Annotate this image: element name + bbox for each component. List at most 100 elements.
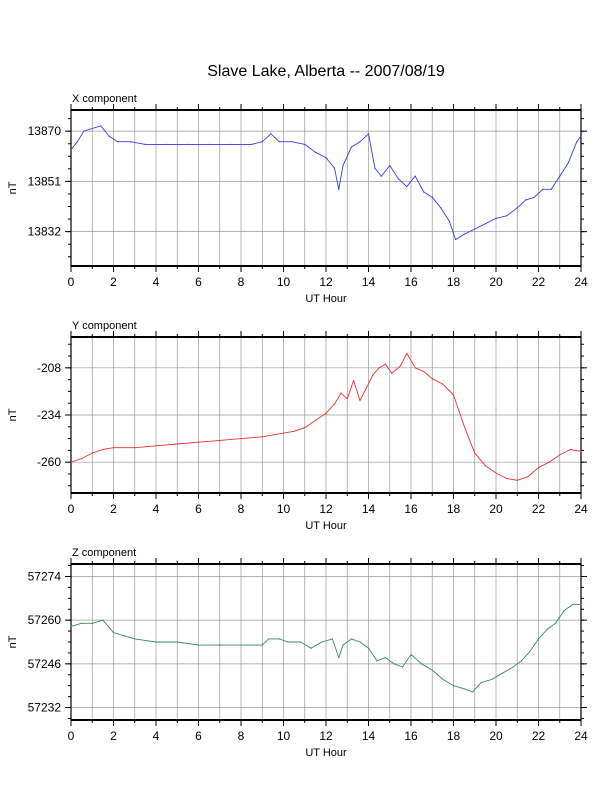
data-point [533, 196, 535, 198]
data-point [278, 141, 280, 143]
data-point [353, 379, 355, 382]
y-tick-label: 13832 [28, 225, 62, 239]
data-point [391, 372, 393, 374]
data-point [359, 399, 361, 402]
x-tick-label: 20 [489, 729, 503, 743]
data-point [506, 215, 508, 217]
data-point [310, 647, 312, 649]
data-point [108, 135, 110, 138]
data-point [123, 635, 125, 637]
data-point [76, 141, 78, 143]
x-tick-label: 4 [153, 729, 160, 743]
y-tick-label: -260 [37, 455, 61, 469]
data-point [452, 394, 455, 396]
data-point [155, 641, 157, 643]
data-point [440, 207, 442, 209]
x-tick-label: 16 [404, 502, 418, 516]
data-point [410, 653, 412, 656]
data-point [431, 196, 433, 198]
x-tick-label: 0 [68, 729, 75, 743]
data-point [525, 199, 527, 201]
data-point [516, 207, 518, 209]
data-point [580, 603, 582, 606]
data-point [70, 625, 72, 628]
x-tick-label: 8 [238, 729, 245, 743]
data-point [187, 143, 189, 145]
data-point [474, 452, 476, 454]
data-point [484, 465, 486, 467]
data-point [550, 188, 552, 190]
x-tick-label: 12 [319, 502, 333, 516]
x-tick-label: 14 [362, 275, 376, 289]
data-point [70, 149, 72, 151]
data-point [331, 638, 333, 640]
data-point [474, 228, 476, 230]
y-tick-label: 57260 [28, 613, 62, 627]
x-tick-label: 14 [362, 502, 376, 516]
data-point [421, 663, 423, 665]
data-point [333, 403, 336, 405]
data-point [516, 479, 518, 481]
z-component-panel: 0 2 4 6 8 10 12 14 16 18 20 22 245727457260572465723… [7, 547, 588, 759]
data-point [463, 425, 465, 427]
x-tick-label: 8 [238, 275, 245, 289]
data-point [376, 660, 378, 662]
data-series-line [70, 352, 582, 481]
data-point [325, 412, 327, 414]
data-point [571, 603, 574, 606]
data-point [546, 628, 548, 631]
data-point [506, 477, 508, 480]
y-tick-label: 13851 [28, 174, 62, 188]
x-tick-label: 6 [195, 275, 202, 289]
data-point [491, 678, 493, 681]
data-point [480, 681, 482, 684]
data-point [452, 685, 455, 687]
x-tick-label: 18 [447, 729, 461, 743]
data-point [166, 143, 168, 145]
data-point [240, 437, 242, 440]
data-point [484, 223, 486, 225]
x-tick-label: 10 [277, 502, 291, 516]
data-point [321, 641, 323, 643]
x-tick-label: 0 [68, 275, 75, 289]
data-point [70, 461, 72, 463]
panel-title: Z component [72, 547, 136, 559]
data-point [380, 175, 382, 177]
data-point [261, 141, 263, 143]
x-tick-label: 6 [195, 729, 202, 743]
data-point [208, 143, 210, 145]
x-tick-label: 4 [153, 275, 160, 289]
x-tick-label: 2 [110, 729, 117, 743]
data-point [554, 622, 557, 624]
data-point [117, 141, 119, 143]
data-point [512, 666, 514, 668]
y-axis-label: nT [7, 408, 19, 421]
data-point [342, 644, 344, 646]
y-tick-label: 57232 [28, 701, 62, 715]
data-point [91, 452, 93, 454]
data-point [304, 143, 306, 145]
data-point [406, 352, 408, 354]
data-point [112, 447, 115, 449]
data-point [314, 419, 316, 422]
data-point [384, 363, 387, 365]
data-point [384, 657, 387, 659]
data-point [314, 151, 316, 153]
x-tick-label: 22 [532, 275, 546, 289]
data-point [567, 162, 569, 164]
data-point [378, 367, 380, 369]
data-point [155, 445, 157, 447]
y-tick-label: 57274 [28, 569, 62, 583]
data-point [278, 638, 280, 640]
x-tick-label: 24 [574, 275, 588, 289]
data-point [197, 644, 200, 646]
x-tick-label: 20 [489, 275, 503, 289]
data-point [399, 365, 401, 367]
panel-title: Y component [72, 320, 137, 332]
data-point [350, 638, 353, 640]
x-tick-label: 24 [574, 729, 588, 743]
data-point [389, 164, 391, 167]
x-tick-label: 18 [447, 275, 461, 289]
